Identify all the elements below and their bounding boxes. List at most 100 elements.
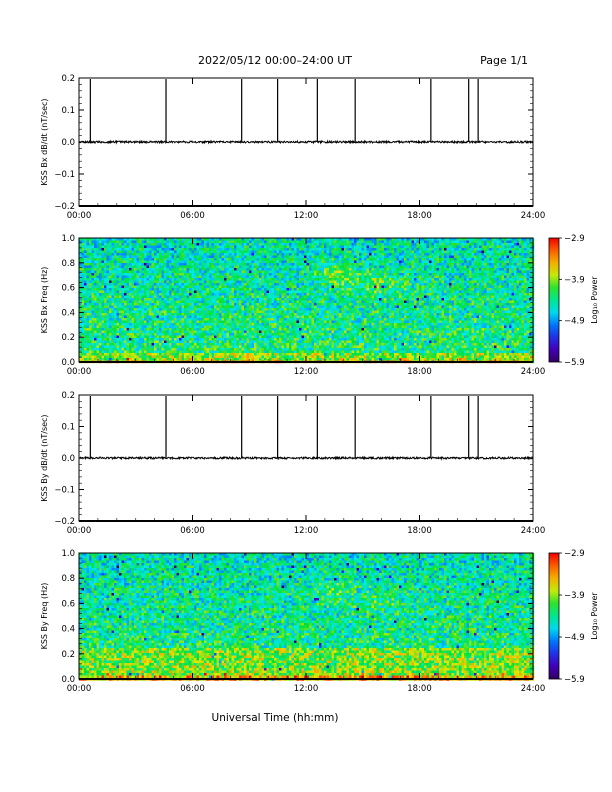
spectrogram-cell xyxy=(186,295,190,299)
spectrogram-cell xyxy=(426,290,430,294)
spectrogram-cell xyxy=(349,250,352,254)
spectrogram-cell xyxy=(401,258,405,261)
spectrogram-cell xyxy=(271,238,275,241)
spectrogram-cell xyxy=(124,295,127,299)
spectrogram-cell xyxy=(199,238,202,241)
spectrogram-cell xyxy=(119,245,122,249)
spectrogram-cell xyxy=(179,255,182,259)
spectrogram-cell xyxy=(486,288,490,291)
spectrogram-cell xyxy=(289,298,292,301)
spectrogram-cell xyxy=(124,260,127,264)
spectrogram-cell xyxy=(334,265,337,269)
spectrogram-cell xyxy=(266,273,270,276)
spectrogram-cell xyxy=(344,280,347,284)
spectrogram-cell xyxy=(334,240,337,244)
spectrogram-cell xyxy=(434,268,437,271)
spectrogram-cell xyxy=(189,298,192,301)
spectrogram-cell xyxy=(286,293,290,296)
spectrogram-cell xyxy=(91,253,95,256)
spectrogram-cell xyxy=(206,300,210,304)
spectrogram-cell xyxy=(489,273,492,276)
spectrogram-cell xyxy=(394,273,397,276)
spectrogram-cell xyxy=(146,295,150,299)
spectrogram-cell xyxy=(281,278,285,281)
spectrogram-cell xyxy=(259,243,262,246)
spectrogram-cell xyxy=(94,238,97,241)
spectrogram-cell xyxy=(434,258,437,261)
spectrogram-cell xyxy=(229,248,232,251)
spectrogram-cell xyxy=(406,253,410,256)
spectrogram-cell xyxy=(114,288,117,291)
spectrogram-cell xyxy=(286,280,290,284)
spectrogram-cell xyxy=(91,268,95,271)
spectrogram-cell xyxy=(404,295,407,299)
spectrogram-cell xyxy=(301,300,305,304)
spectrogram-cell xyxy=(141,245,145,249)
spectrogram-cell xyxy=(124,258,127,261)
spectrogram-cell xyxy=(279,258,282,261)
spectrogram-cell xyxy=(224,295,227,299)
spectrogram-cell xyxy=(226,263,230,266)
spectrogram-cell xyxy=(159,240,162,244)
spectrogram-cell xyxy=(349,268,352,271)
spectrogram-cell xyxy=(159,288,162,291)
spectrogram-cell xyxy=(219,270,222,274)
spectrogram-cell xyxy=(301,248,305,251)
spectrogram-cell xyxy=(241,245,245,249)
spectrogram-cell xyxy=(409,243,412,246)
spectrogram-cell xyxy=(274,290,277,294)
spectrogram-cell xyxy=(79,270,82,274)
spectrogram-cell xyxy=(471,248,475,251)
spectrogram-cell xyxy=(96,258,100,261)
spectrogram-cell xyxy=(471,268,475,271)
spectrogram-cell xyxy=(176,258,180,261)
spectrogram-cell xyxy=(121,265,125,269)
spectrogram-cell xyxy=(384,293,387,296)
spectrogram-cell xyxy=(384,300,387,304)
spectrogram-cell xyxy=(466,240,470,244)
spectrogram-cell xyxy=(289,283,292,286)
spectrogram-cell xyxy=(309,275,312,279)
spectrogram-cell xyxy=(86,295,90,299)
spectrogram-cell xyxy=(504,270,507,274)
spectrogram-cell xyxy=(379,258,382,261)
spectrogram-cell xyxy=(274,245,277,249)
spectrogram-cell xyxy=(396,285,400,289)
spectrogram-cell xyxy=(224,273,227,276)
spectrogram-cell xyxy=(489,283,492,286)
spectrogram-cell xyxy=(301,288,305,291)
spectrogram-cell xyxy=(289,285,292,289)
spectrogram-cell xyxy=(491,288,495,291)
spectrogram-cell xyxy=(251,280,255,284)
spectrogram-cell xyxy=(224,245,227,249)
spectrogram-cell xyxy=(246,268,250,271)
spectrogram-cell xyxy=(499,288,502,291)
spectrogram-cell xyxy=(176,250,180,254)
spectrogram-cell xyxy=(466,260,470,264)
spectrogram-cell xyxy=(166,268,170,271)
spectrogram-cell xyxy=(104,263,107,266)
spectrogram-cell xyxy=(426,275,430,279)
spectrogram-cell xyxy=(274,265,277,269)
spectrogram-cell xyxy=(181,283,185,286)
spectrogram-cell xyxy=(319,270,322,274)
spectrogram-cell xyxy=(329,265,332,269)
spectrogram-cell xyxy=(226,265,230,269)
spectrogram-cell xyxy=(156,293,160,296)
spectrogram-cell xyxy=(339,268,342,271)
spectrogram-cell xyxy=(441,263,445,266)
spectrogram-cell xyxy=(329,263,332,266)
spectrogram-cell xyxy=(496,300,500,304)
spectrogram-cell xyxy=(464,285,467,289)
spectrogram-cell xyxy=(101,278,105,281)
spectrogram-cell xyxy=(146,253,150,256)
spectrogram-cell xyxy=(356,258,360,261)
spectrogram-cell xyxy=(226,248,230,251)
spectrogram-cell xyxy=(151,280,155,284)
spectrogram-cell xyxy=(466,250,470,254)
spectrogram-cell xyxy=(121,238,125,241)
spectrogram-cell xyxy=(504,263,507,266)
spectrogram-cell xyxy=(394,298,397,301)
spectrogram-cell xyxy=(141,250,145,254)
spectrogram-cell xyxy=(259,250,262,254)
